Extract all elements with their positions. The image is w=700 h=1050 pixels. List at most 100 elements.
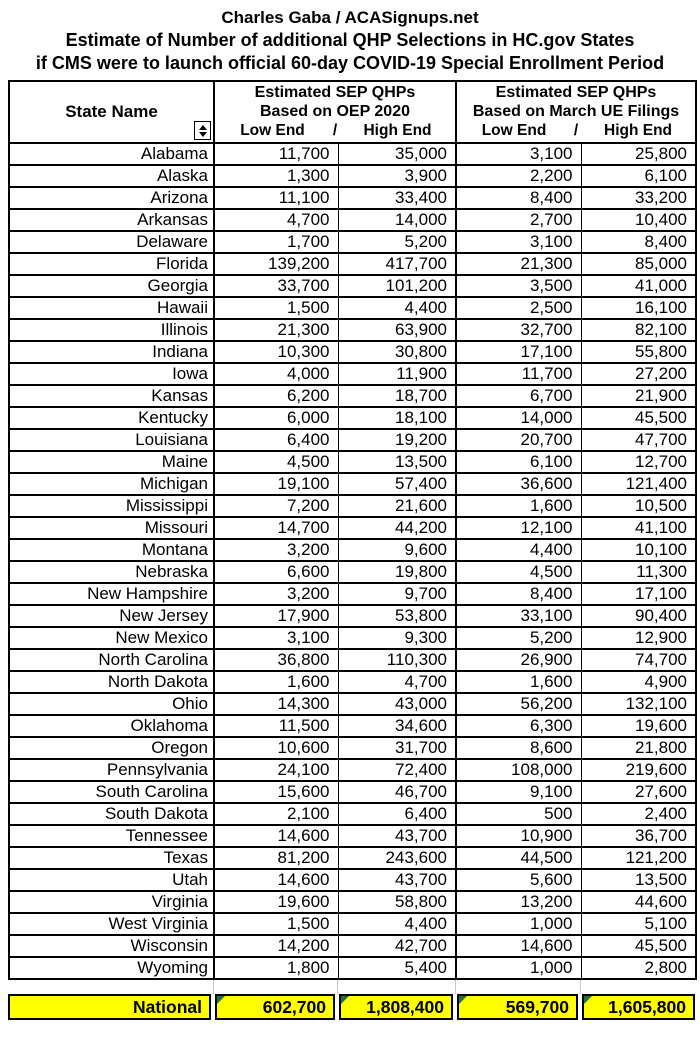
ue-low-cell: 13,200 — [455, 890, 582, 914]
oep-low-cell: 17,900 — [213, 604, 339, 628]
ue-high-cell: 2,400 — [580, 802, 698, 826]
oep-low-cell: 14,300 — [213, 692, 339, 716]
table-row: Wyoming 1,800 5,400 1,000 2,800 — [8, 956, 698, 980]
oep-low-cell: 21,300 — [213, 318, 339, 342]
state-name-cell: Ohio — [8, 692, 215, 716]
ue-low-cell: 6,700 — [455, 384, 582, 408]
table-row: Alaska 1,300 3,900 2,200 6,100 — [8, 164, 698, 188]
oep-low-end-label: Low End — [240, 122, 305, 139]
table-row: Nebraska 6,600 19,800 4,500 11,300 — [8, 560, 698, 584]
oep-low-cell: 3,100 — [213, 626, 339, 650]
oep-high-cell: 11,900 — [337, 362, 457, 386]
national-oep-high-cell: 1,808,400 — [339, 994, 453, 1020]
ue-high-cell: 27,200 — [580, 362, 698, 386]
ue-low-cell: 10,900 — [455, 824, 582, 848]
table-body: Alabama 11,700 35,000 3,100 25,800 Alask… — [8, 142, 698, 980]
ue-high-cell: 25,800 — [580, 142, 698, 166]
ue-high-cell: 219,600 — [580, 758, 698, 782]
ue-low-cell: 3,100 — [455, 230, 582, 254]
oep-low-cell: 1,300 — [213, 164, 339, 188]
oep-low-cell: 14,200 — [213, 934, 339, 958]
national-ue-high-value: 1,605,800 — [608, 997, 686, 1017]
oep-high-cell: 21,600 — [337, 494, 457, 518]
oep-low-cell: 6,600 — [213, 560, 339, 584]
ue-low-cell: 44,500 — [455, 846, 582, 870]
state-name-cell: North Carolina — [8, 648, 215, 672]
oep-low-cell: 10,600 — [213, 736, 339, 760]
oep-high-cell: 35,000 — [337, 142, 457, 166]
ue-low-cell: 11,700 — [455, 362, 582, 386]
ue-high-cell: 47,700 — [580, 428, 698, 452]
oep-low-cell: 4,500 — [213, 450, 339, 474]
oep-high-cell: 31,700 — [337, 736, 457, 760]
national-label-cell: National — [8, 994, 211, 1020]
ue-low-cell: 1,600 — [455, 670, 582, 694]
oep-low-cell: 1,500 — [213, 912, 339, 936]
oep-high-cell: 101,200 — [337, 274, 457, 298]
oep-high-cell: 34,600 — [337, 714, 457, 738]
oep-high-cell: 63,900 — [337, 318, 457, 342]
table-row: New Jersey 17,900 53,800 33,100 90,400 — [8, 604, 698, 628]
oep-low-cell: 7,200 — [213, 494, 339, 518]
oep-low-cell: 19,600 — [213, 890, 339, 914]
ue-low-cell: 500 — [455, 802, 582, 826]
oep-high-cell: 53,800 — [337, 604, 457, 628]
national-oep-high-value: 1,808,400 — [366, 997, 444, 1017]
table-row: Georgia 33,700 101,200 3,500 41,000 — [8, 274, 698, 298]
table-row: Montana 3,200 9,600 4,400 10,100 — [8, 538, 698, 562]
ue-high-cell: 41,000 — [580, 274, 698, 298]
sort-filter-button[interactable] — [194, 121, 211, 140]
oep-high-end-label: High End — [363, 122, 432, 139]
ue-low-cell: 2,700 — [455, 208, 582, 232]
oep-high-cell: 72,400 — [337, 758, 457, 782]
estimates-table: State Name Estimated SEP QHPs Based on O… — [8, 80, 698, 980]
oep-low-cell: 14,600 — [213, 824, 339, 848]
ue-high-cell: 45,500 — [580, 406, 698, 430]
national-oep-low-value: 602,700 — [262, 997, 326, 1017]
state-name-cell: Arizona — [8, 186, 215, 210]
oep-high-cell: 33,400 — [337, 186, 457, 210]
oep-low-cell: 4,000 — [213, 362, 339, 386]
oep-high-cell: 42,700 — [337, 934, 457, 958]
ue-high-cell: 4,900 — [580, 670, 698, 694]
state-name-cell: Indiana — [8, 340, 215, 364]
table-row: Louisiana 6,400 19,200 20,700 47,700 — [8, 428, 698, 452]
oep-low-cell: 11,100 — [213, 186, 339, 210]
ue-high-cell: 121,200 — [580, 846, 698, 870]
oep-high-cell: 5,200 — [337, 230, 457, 254]
title-line-2: Estimate of Number of additional QHP Sel… — [65, 30, 635, 50]
oep-high-cell: 110,300 — [337, 648, 457, 672]
state-name-cell: Wyoming — [8, 956, 215, 980]
oep-group-header: Estimated SEP QHPs Based on OEP 2020 Low… — [213, 80, 457, 144]
table-row: Florida 139,200 417,700 21,300 85,000 — [8, 252, 698, 276]
state-name-cell: Michigan — [8, 472, 215, 496]
state-name-cell: Hawaii — [8, 296, 215, 320]
sort-up-icon — [198, 124, 207, 130]
state-name-cell: North Dakota — [8, 670, 215, 694]
table-row: Delaware 1,700 5,200 3,100 8,400 — [8, 230, 698, 254]
oep-low-cell: 15,600 — [213, 780, 339, 804]
oep-subheader: Low End / High End — [216, 121, 454, 140]
ue-low-cell: 4,400 — [455, 538, 582, 562]
oep-high-cell: 43,700 — [337, 824, 457, 848]
state-name-cell: Tennessee — [8, 824, 215, 848]
ue-high-cell: 55,800 — [580, 340, 698, 364]
oep-low-cell: 10,300 — [213, 340, 339, 364]
oep-high-cell: 19,800 — [337, 560, 457, 584]
state-name-cell: Utah — [8, 868, 215, 892]
column-guide-line — [213, 980, 214, 994]
ue-low-cell: 5,200 — [455, 626, 582, 650]
ue-low-cell: 8,400 — [455, 582, 582, 606]
state-name-header-label: State Name — [65, 102, 158, 121]
table-row: Utah 14,600 43,700 5,600 13,500 — [8, 868, 698, 892]
oep-low-cell: 1,700 — [213, 230, 339, 254]
oep-low-cell: 33,700 — [213, 274, 339, 298]
ue-group-header: Estimated SEP QHPs Based on March UE Fil… — [454, 80, 698, 144]
state-name-cell: Kentucky — [8, 406, 215, 430]
state-name-cell: Delaware — [8, 230, 215, 254]
state-name-cell: Georgia — [8, 274, 215, 298]
table-row: Oklahoma 11,500 34,600 6,300 19,600 — [8, 714, 698, 738]
ue-low-cell: 12,100 — [455, 516, 582, 540]
state-name-cell: Florida — [8, 252, 215, 276]
table-row: Texas 81,200 243,600 44,500 121,200 — [8, 846, 698, 870]
